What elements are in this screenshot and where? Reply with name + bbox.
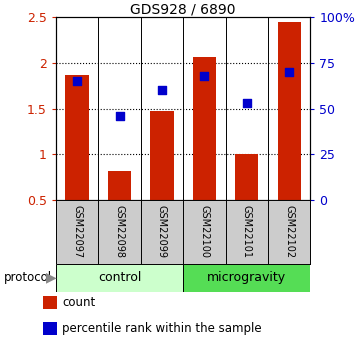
Text: GSM22099: GSM22099: [157, 205, 167, 258]
Text: percentile rank within the sample: percentile rank within the sample: [62, 322, 262, 335]
Bar: [43, 322, 57, 335]
Text: count: count: [62, 296, 96, 309]
Point: [117, 113, 122, 119]
Text: GSM22097: GSM22097: [72, 205, 82, 258]
Bar: [235, 155, 258, 200]
Text: GSM22098: GSM22098: [114, 205, 125, 258]
Text: control: control: [98, 271, 141, 284]
Text: GSM22101: GSM22101: [242, 205, 252, 258]
Bar: [150, 111, 174, 200]
Bar: [65, 75, 89, 200]
Point: [74, 79, 80, 84]
Point: [201, 73, 207, 79]
Bar: [56, 264, 183, 292]
Bar: [183, 264, 310, 292]
Text: protocol: protocol: [4, 271, 52, 284]
Bar: [108, 171, 131, 200]
Point: [244, 100, 250, 106]
Bar: [193, 58, 216, 200]
Point: [159, 88, 165, 93]
Bar: [278, 22, 301, 200]
Text: ▶: ▶: [45, 271, 56, 285]
Bar: [43, 296, 57, 308]
Text: GSM22102: GSM22102: [284, 205, 294, 258]
Title: GDS928 / 6890: GDS928 / 6890: [130, 2, 236, 16]
Text: microgravity: microgravity: [207, 271, 286, 284]
Text: GSM22100: GSM22100: [199, 205, 209, 258]
Point: [286, 69, 292, 75]
